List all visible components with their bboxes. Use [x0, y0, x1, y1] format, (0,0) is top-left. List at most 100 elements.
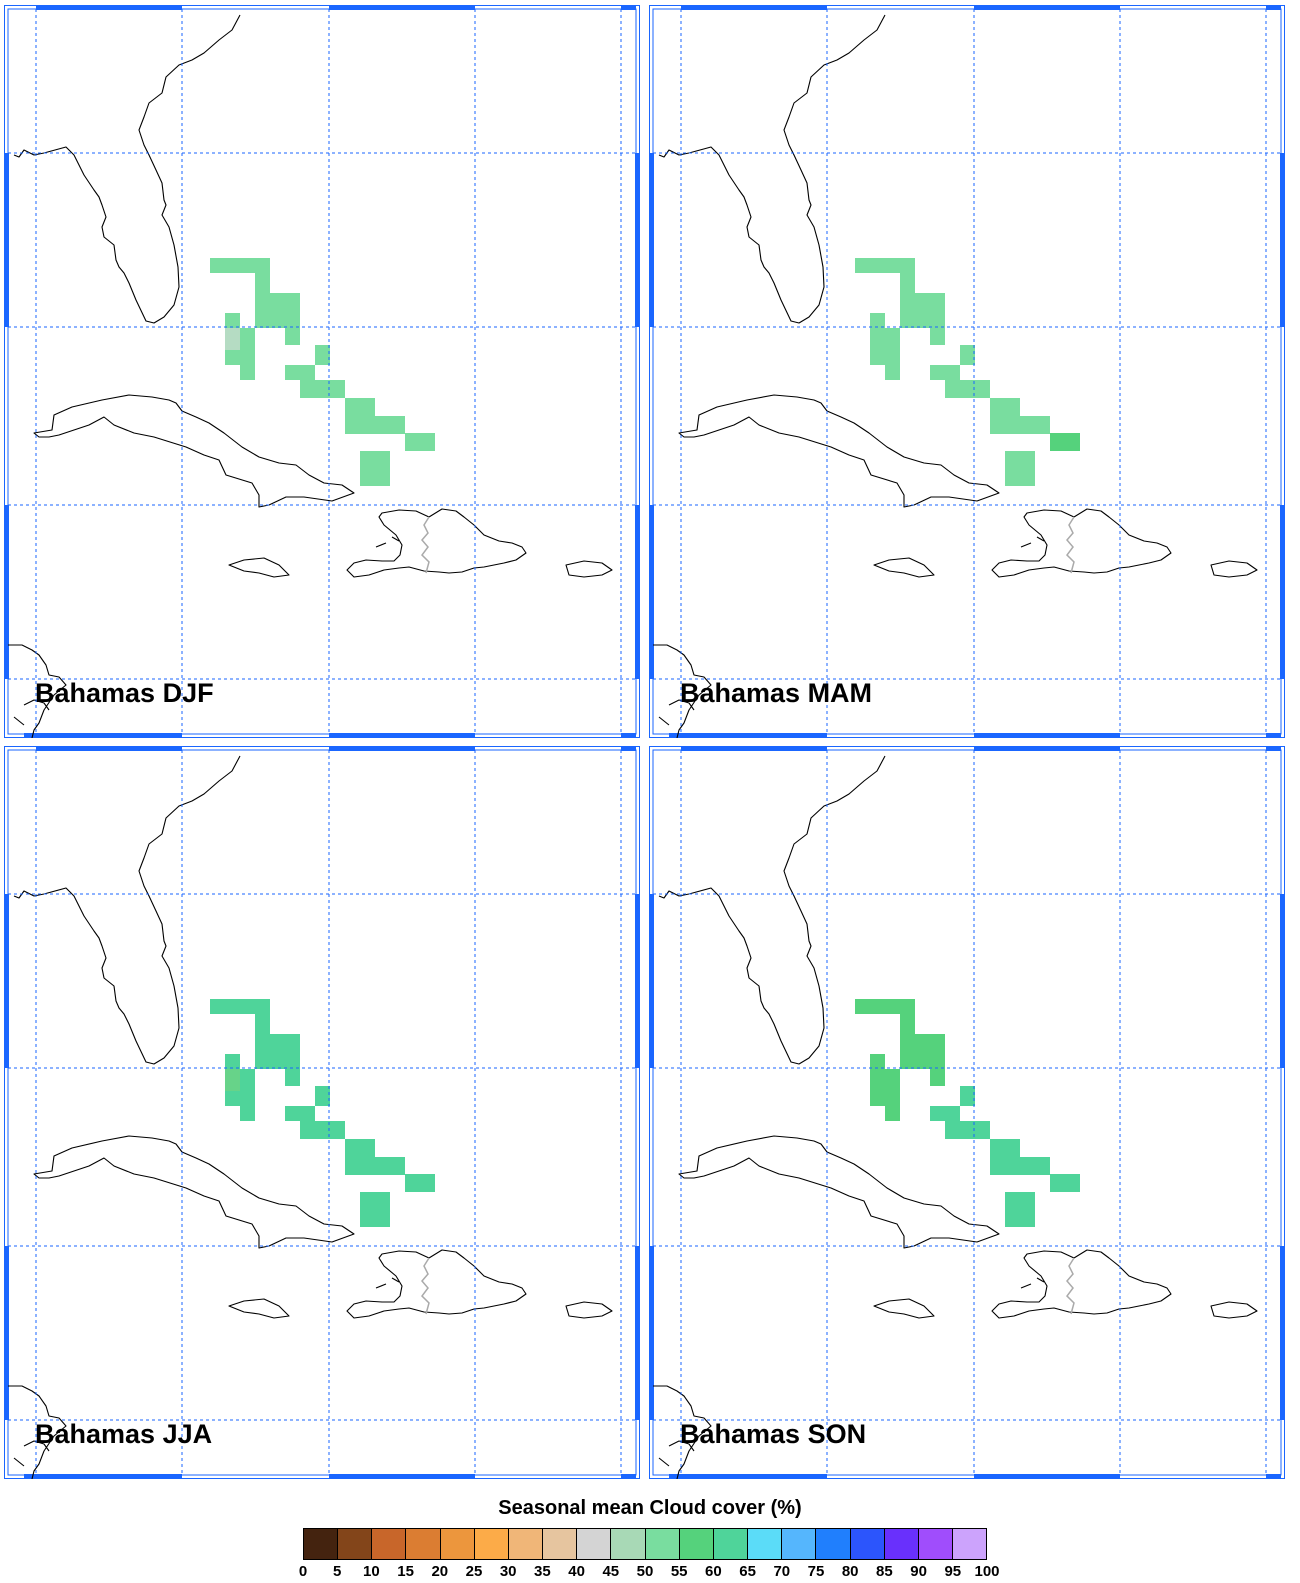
grid-cell: [1005, 1192, 1035, 1227]
grid-cell: [315, 345, 330, 365]
grid-cell: [240, 365, 255, 380]
grid-cell: [405, 433, 435, 451]
grid-cell: [225, 1054, 240, 1069]
grid-cell: [945, 380, 990, 398]
colorbar: [303, 1528, 987, 1560]
grid-cell: [870, 313, 885, 328]
colorbar-tick-label: 80: [841, 1563, 859, 1580]
grid-cell: [345, 398, 375, 416]
colorbar-swatch: [372, 1529, 407, 1559]
grid-cell: [930, 1069, 945, 1086]
grid-cell: [900, 293, 945, 313]
colorbar-swatch: [748, 1529, 783, 1559]
grid-cell: [210, 999, 270, 1014]
colorbar-swatch: [440, 1529, 475, 1559]
colorbar-tick-label: 5: [333, 1563, 342, 1580]
colorbar-tick-label: 95: [944, 1563, 962, 1580]
grid-cell: [885, 1069, 900, 1091]
country-border: [421, 1257, 430, 1315]
grid-cell: [990, 398, 1020, 416]
colorbar-swatch: [406, 1529, 441, 1559]
grid-cell: [945, 1121, 990, 1139]
grid-cell: [1005, 451, 1035, 486]
grid-cell: [225, 350, 255, 365]
frame-tick-bars: [4, 5, 640, 738]
grid-cell: [360, 451, 390, 486]
grid-cell: [255, 1054, 300, 1069]
colorbar-tick-label: 30: [499, 1563, 517, 1580]
grid-cell: [870, 1054, 885, 1069]
graticule: [653, 750, 1281, 1475]
grid-cell: [885, 328, 900, 350]
grid-cell: [225, 313, 240, 328]
colorbar-swatch: [816, 1529, 851, 1559]
map-canvas: [649, 746, 1285, 1479]
colorbar-swatch: [508, 1529, 544, 1559]
grid-cell: [210, 258, 270, 273]
grid-cell: [345, 1139, 375, 1157]
panel-title: Bahamas JJA: [35, 1419, 213, 1449]
colorbar-tick-label: 100: [974, 1563, 1000, 1580]
colorbar-swatch: [338, 1529, 373, 1559]
graticule: [8, 750, 636, 1475]
colorbar-tick-label: 35: [534, 1563, 551, 1580]
colorbar-swatch: [782, 1529, 817, 1559]
colorbar-title: Seasonal mean Cloud cover (%): [498, 1497, 802, 1519]
grid-cell: [960, 345, 975, 365]
cloud-cover-cells: [210, 258, 435, 486]
grid-cell: [285, 365, 315, 380]
frame-tick-bars: [649, 5, 1285, 738]
colorbar-tick-label: 45: [602, 1563, 620, 1580]
grid-cell: [255, 313, 300, 328]
grid-cell: [960, 1086, 975, 1106]
grid-cell: [285, 1106, 315, 1121]
panel-title: Bahamas DJF: [35, 678, 214, 708]
colorbar-tick-label: 25: [465, 1563, 483, 1580]
colorbar-tick-label: 40: [568, 1563, 585, 1580]
grid-cell: [285, 1069, 300, 1086]
colorbar-tick-label: 60: [705, 1563, 722, 1580]
colorbar-tick-label: 70: [773, 1563, 791, 1580]
grid-cell: [870, 350, 900, 365]
grid-cell: [240, 1069, 255, 1091]
cloud-cover-cells: [855, 258, 1080, 486]
colorbar-swatch: [543, 1529, 578, 1559]
map-canvas: [4, 5, 640, 738]
grid-cell: [930, 1106, 960, 1121]
cloud-cover-cells: [210, 999, 435, 1227]
country-border: [421, 516, 430, 574]
grid-cell: [900, 273, 915, 293]
colorbar-ticks: 0 5 10 15 20 25 30 35 40 45 50 55 60 65 70 75 80 85 90 95 10…: [299, 1563, 1000, 1583]
colorbar-swatch: [713, 1529, 749, 1559]
grid-cell: [345, 416, 405, 434]
grid-cell: [300, 1121, 345, 1139]
colorbar-swatch: [611, 1529, 646, 1559]
grid-cell: [930, 328, 945, 345]
colorbar-tick-label: 55: [670, 1563, 688, 1580]
grid-cell: [900, 1034, 945, 1054]
map-panel-mam: Bahamas MAM: [649, 5, 1285, 738]
grid-cell: [360, 1192, 390, 1227]
grid-cell: [405, 1174, 435, 1192]
colorbar-tick-label: 75: [807, 1563, 825, 1580]
graticule: [653, 9, 1281, 734]
grid-cell: [315, 1086, 330, 1106]
grid-cell: [1050, 1174, 1080, 1192]
colorbar-tick-label: 10: [363, 1563, 380, 1580]
grid-cell: [225, 1091, 255, 1106]
grid-cell: [930, 365, 960, 380]
grid-cell: [990, 1139, 1020, 1157]
map-panel-jja: Bahamas JJA: [4, 746, 640, 1479]
colorbar-tick-label: 20: [431, 1563, 449, 1580]
grid-cell: [300, 380, 345, 398]
grid-cell: [240, 328, 255, 350]
panel-title: Bahamas MAM: [680, 678, 873, 708]
colorbar-tick-label: 65: [739, 1563, 756, 1580]
grid-cell: [870, 1091, 900, 1106]
grid-cell: [285, 328, 300, 345]
colorbar-tick-label: 15: [397, 1563, 414, 1580]
coastlines: [653, 755, 1258, 1479]
grid-cell: [900, 1014, 915, 1034]
colorbar-tick-label: 50: [636, 1563, 654, 1580]
colorbar-tick-label: 85: [876, 1563, 893, 1580]
